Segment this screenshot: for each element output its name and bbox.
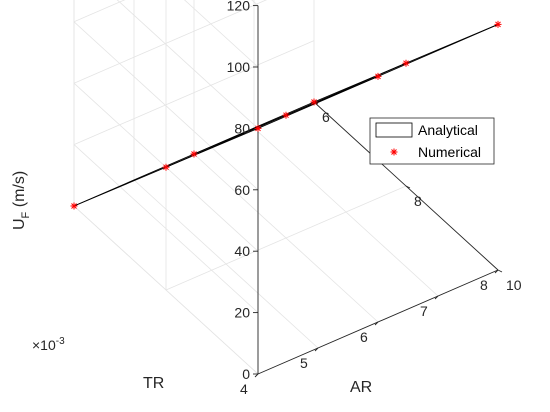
numerical-point: [190, 150, 198, 158]
x-tick-mark: [374, 321, 379, 326]
z-tick-label: 0: [242, 366, 250, 382]
left-wall-gridline-uf: [73, 21, 259, 191]
y-axis-label: TR: [143, 375, 164, 392]
axis-layer: [253, 5, 503, 378]
legend: Analytical Numerical: [369, 117, 495, 165]
z-tick-label: 80: [234, 120, 250, 136]
numerical-point: [254, 124, 262, 132]
z-tick-label: 60: [234, 182, 250, 198]
left-wall-gridline-uf: [73, 205, 259, 375]
x-tick-mark: [254, 373, 259, 378]
numerical-point: [494, 20, 502, 28]
y-tick-label: 8: [414, 193, 422, 209]
numerical-point: [402, 59, 410, 67]
x-tick-label: 7: [420, 303, 428, 319]
y-tick-label: 6: [322, 109, 330, 125]
back-wall-gridline-uf: [73, 40, 315, 145]
x-tick-mark: [434, 295, 439, 300]
floor-gridline-tr: [165, 185, 407, 291]
left-wall-gridline-uf: [73, 144, 259, 313]
z-tick-label: 100: [227, 59, 251, 75]
left-wall-gridline-uf: [116, 0, 259, 129]
z-tick-label: 20: [234, 305, 250, 321]
legend-numerical-marker: [390, 148, 398, 156]
x-tick-mark: [314, 347, 319, 352]
y-tick-mark: [405, 185, 411, 189]
back-wall-gridline-uf: [73, 0, 268, 84]
legend-analytical-swatch: [375, 122, 413, 138]
y-tick-mark: [497, 269, 503, 273]
numerical-point: [282, 111, 290, 119]
z-tick-label: 40: [234, 243, 250, 259]
z-axis-label: UF (m/s): [11, 171, 32, 230]
numerical-point: [374, 72, 382, 80]
left-wall-gridline-uf: [184, 0, 259, 68]
z-tick-label: 120: [227, 0, 251, 14]
x-tick-label: 6: [360, 329, 368, 345]
x-tick-mark: [494, 269, 499, 274]
numerical-point: [70, 202, 78, 210]
back-wall-gridline-uf: [73, 0, 126, 23]
y-axis-exponent: ×10-3: [32, 336, 65, 353]
numerical-point: [310, 98, 318, 106]
numerical-point: [162, 163, 170, 171]
x-tick-label: 5: [300, 355, 308, 371]
y-tick-label: 10: [506, 277, 522, 293]
marker-layer: [70, 20, 502, 210]
grid-layer: [73, 0, 499, 375]
legend-analytical-label: Analytical: [418, 122, 478, 138]
legend-numerical-label: Numerical: [418, 144, 481, 160]
x-axis-label: AR: [350, 379, 372, 396]
x-tick-label: 8: [480, 277, 488, 293]
x-tick-label: 4: [240, 381, 248, 397]
